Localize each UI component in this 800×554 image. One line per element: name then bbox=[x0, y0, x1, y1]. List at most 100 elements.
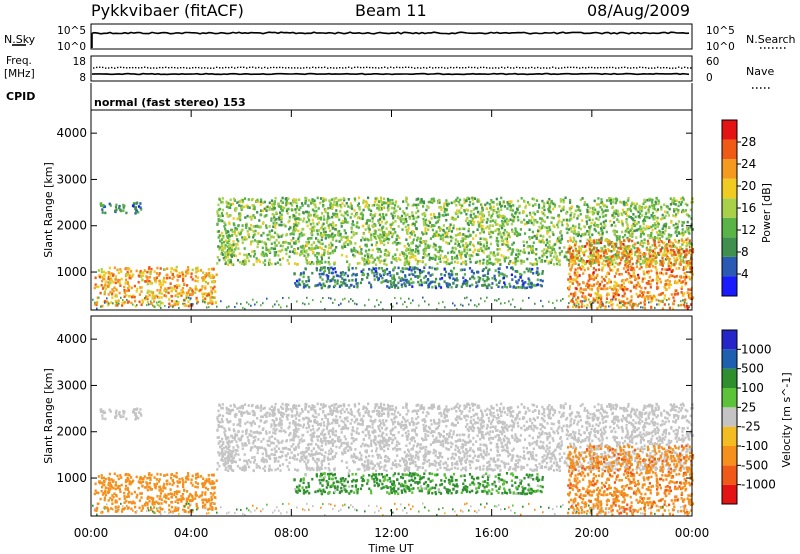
power-cell bbox=[253, 249, 256, 253]
power-cell bbox=[634, 204, 637, 208]
power-cell bbox=[395, 243, 398, 246]
power-cell bbox=[647, 208, 650, 212]
power-cell bbox=[515, 280, 518, 283]
power-cell bbox=[132, 202, 135, 206]
power-cell bbox=[603, 284, 606, 287]
power-cell bbox=[586, 208, 589, 212]
power-cell bbox=[632, 213, 635, 216]
power-cell bbox=[327, 235, 330, 239]
nave-dot bbox=[282, 66, 284, 69]
power-cell bbox=[463, 234, 467, 238]
power-cell bbox=[557, 239, 560, 243]
power-cell bbox=[674, 230, 678, 233]
power-cell bbox=[435, 230, 438, 233]
power-cell bbox=[548, 198, 551, 201]
power-cell bbox=[616, 237, 619, 240]
power-cell bbox=[611, 260, 614, 264]
nave-dot bbox=[126, 67, 128, 69]
power-cell bbox=[320, 257, 324, 261]
power-cell bbox=[409, 231, 412, 235]
power-cell bbox=[602, 215, 605, 218]
power-cell bbox=[212, 287, 215, 290]
power-cell bbox=[507, 231, 510, 235]
power-cell bbox=[494, 229, 497, 232]
power-cell bbox=[472, 250, 475, 254]
nave-dot bbox=[264, 66, 266, 69]
power-cell bbox=[412, 273, 415, 277]
power-cell bbox=[306, 210, 309, 214]
power-cell bbox=[100, 284, 103, 287]
power-cell bbox=[482, 274, 485, 278]
power-cell bbox=[648, 236, 651, 239]
power-cell bbox=[417, 260, 420, 263]
power-cell bbox=[552, 245, 555, 248]
power-cell bbox=[632, 218, 635, 221]
power-cell bbox=[336, 204, 339, 208]
nave-dot bbox=[219, 67, 221, 69]
power-cell bbox=[104, 283, 107, 286]
power-cell bbox=[581, 219, 584, 222]
power-cell bbox=[223, 225, 226, 228]
power-cell bbox=[382, 233, 386, 237]
power-cell bbox=[268, 261, 271, 265]
power-cell bbox=[246, 230, 249, 233]
power-cell bbox=[342, 197, 345, 200]
power-cell bbox=[152, 291, 155, 294]
freq-tick-bottom: 8 bbox=[79, 72, 86, 84]
power-cell bbox=[433, 253, 436, 257]
power-cell bbox=[568, 286, 571, 290]
power-cell bbox=[303, 254, 306, 257]
power-cell bbox=[654, 265, 657, 269]
power-cell bbox=[656, 220, 659, 223]
power-cell bbox=[196, 300, 199, 304]
power-cell bbox=[344, 231, 347, 235]
power-cell bbox=[519, 286, 522, 289]
power-cell bbox=[638, 204, 641, 208]
power-cell bbox=[439, 246, 442, 249]
power-cell bbox=[478, 279, 481, 282]
power-cell bbox=[214, 301, 217, 304]
power-cell bbox=[591, 277, 594, 281]
power-cell bbox=[636, 257, 639, 260]
power-cell bbox=[173, 287, 176, 291]
power-cell bbox=[327, 275, 330, 278]
power-cell bbox=[424, 275, 427, 278]
power-cell bbox=[216, 230, 219, 233]
power-cell bbox=[253, 216, 256, 219]
power-cell bbox=[548, 240, 551, 243]
power-cell bbox=[495, 239, 498, 243]
power-cell bbox=[577, 259, 580, 262]
power-cell bbox=[139, 286, 142, 289]
power-cell bbox=[285, 233, 288, 237]
power-cell bbox=[285, 209, 288, 213]
power-cell bbox=[416, 276, 420, 279]
power-cell bbox=[448, 276, 452, 280]
power-cell bbox=[600, 287, 603, 290]
power-cell bbox=[481, 284, 484, 287]
power-cell bbox=[627, 265, 630, 269]
power-cell bbox=[254, 229, 257, 233]
power-cell bbox=[167, 291, 170, 295]
power-cell bbox=[471, 217, 474, 220]
power-cell bbox=[650, 214, 653, 217]
power-cell bbox=[322, 230, 326, 234]
power-cell bbox=[442, 239, 445, 242]
power-cell bbox=[547, 208, 550, 211]
power-cell bbox=[631, 216, 634, 220]
power-cell bbox=[456, 261, 459, 264]
power-cell bbox=[582, 288, 585, 291]
power-cell bbox=[316, 222, 319, 226]
power-cell bbox=[451, 257, 454, 261]
power-cell bbox=[653, 217, 656, 221]
power-cell bbox=[631, 201, 634, 205]
power-cell bbox=[503, 242, 506, 246]
power-cell bbox=[385, 213, 388, 217]
power-cell bbox=[388, 271, 391, 274]
power-cell bbox=[550, 258, 553, 262]
power-cell bbox=[539, 278, 542, 282]
power-cell bbox=[305, 197, 308, 200]
power-cell bbox=[553, 203, 557, 207]
power-cell bbox=[387, 204, 390, 207]
power-cell bbox=[479, 231, 482, 235]
power-cell bbox=[325, 273, 328, 277]
